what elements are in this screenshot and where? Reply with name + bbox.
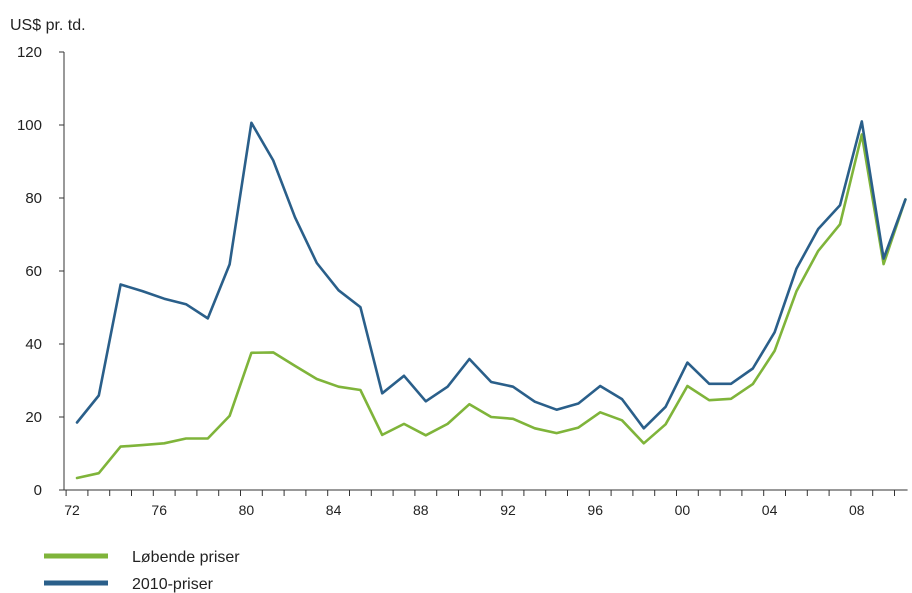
- x-tick-label: 08: [849, 502, 865, 518]
- x-tick-label: 96: [587, 502, 603, 518]
- legend: Løbende priser 2010-priser: [44, 549, 240, 593]
- series-lines: [75, 120, 907, 480]
- x-tick-label: 80: [239, 502, 255, 518]
- x-tick-label: 76: [151, 502, 167, 518]
- x-tick-label: 04: [762, 502, 778, 518]
- y-tick-label: 120: [17, 44, 42, 61]
- x-axis: 72 76 80 84 88 92 96 00 04 08: [64, 489, 908, 518]
- series-line-lobende-priser: [75, 133, 907, 480]
- legend-label-lobende-priser: Løbende priser: [132, 549, 240, 566]
- x-tick-label: 84: [326, 502, 342, 518]
- y-axis: 0 20 40 60 80 100 120: [17, 44, 65, 499]
- series-line-2010-priser: [75, 120, 907, 430]
- y-tick-label: 20: [25, 409, 42, 426]
- y-tick-label: 100: [17, 117, 42, 134]
- legend-label-2010-priser: 2010-priser: [132, 576, 214, 593]
- y-axis-unit-label: US$ pr. td.: [10, 17, 86, 34]
- y-tick-label: 60: [25, 263, 42, 280]
- x-tick-label: 72: [64, 502, 80, 518]
- x-tick-label: 92: [500, 502, 516, 518]
- y-tick-label: 80: [25, 190, 42, 207]
- x-tick-label: 00: [675, 502, 691, 518]
- y-tick-label: 0: [34, 482, 42, 499]
- y-tick-label: 40: [25, 336, 42, 353]
- x-tick-label: 88: [413, 502, 429, 518]
